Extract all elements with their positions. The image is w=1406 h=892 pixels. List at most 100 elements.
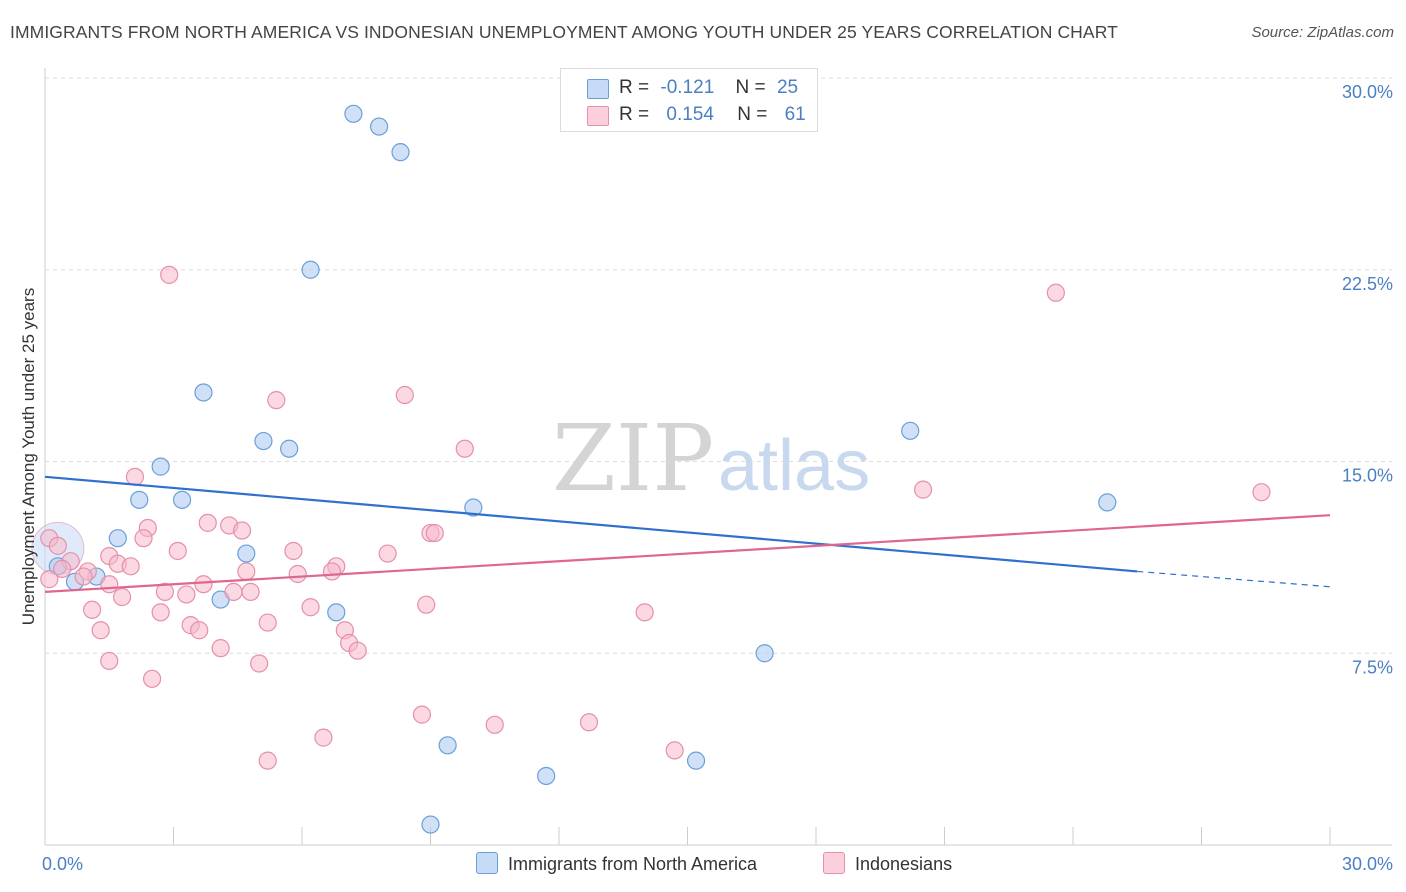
point-indonesians	[241, 582, 260, 601]
legend-n-value: 25	[776, 77, 799, 98]
point-north-america	[391, 143, 410, 162]
point-north-america	[370, 117, 389, 136]
bottom-legend-label-indonesians: Indonesians	[855, 854, 953, 874]
point-indonesians	[83, 600, 102, 619]
watermark: ZIP atlas	[552, 405, 870, 512]
point-indonesians	[91, 621, 110, 640]
point-indonesians	[1046, 283, 1065, 302]
point-indonesians	[417, 595, 436, 614]
point-indonesians	[121, 557, 140, 576]
axis-labels: 7.5% 15.0% 22.5% 30.0% 0.0% 30.0% Unemployment…	[19, 82, 1393, 874]
point-indonesians	[211, 639, 230, 658]
trend-extension-north-america	[1137, 570, 1331, 588]
y-tick-label: 30.0%	[1342, 82, 1393, 102]
point-indonesians	[258, 751, 277, 770]
point-indonesians	[194, 575, 213, 594]
legend-n-value: 61	[784, 104, 806, 125]
point-indonesians	[395, 385, 414, 405]
bottom-legend-indonesians: Indonesians	[823, 852, 952, 875]
point-north-america	[130, 490, 149, 509]
legend-r-value: 0.154	[666, 104, 714, 125]
point-north-america	[421, 815, 440, 834]
point-indonesians	[177, 585, 196, 604]
point-indonesians	[112, 587, 132, 607]
point-indonesians	[665, 741, 684, 760]
legend-swatch-indonesians	[587, 106, 609, 126]
point-indonesians	[258, 613, 277, 632]
legend-n-label: N =	[737, 104, 768, 125]
point-indonesians	[412, 705, 432, 724]
point-indonesians	[267, 391, 286, 410]
point-indonesians	[635, 603, 654, 622]
y-tick-label: 7.5%	[1352, 657, 1393, 677]
point-indonesians	[237, 562, 256, 581]
point-indonesians	[198, 513, 217, 532]
point-indonesians	[579, 713, 599, 732]
point-indonesians	[142, 669, 162, 688]
y-tick-label: 15.0%	[1342, 466, 1393, 486]
point-indonesians	[155, 582, 175, 601]
point-indonesians	[48, 536, 67, 555]
x-tick-label: 0.0%	[42, 854, 83, 874]
point-indonesians	[53, 559, 72, 578]
point-indonesians	[455, 439, 474, 458]
point-indonesians	[168, 541, 187, 561]
point-indonesians	[40, 570, 59, 589]
point-indonesians	[224, 582, 243, 601]
point-north-america	[151, 457, 170, 476]
point-indonesians	[314, 728, 333, 747]
legend-n-label: N =	[735, 77, 766, 98]
chart-source: Source: ZipAtlas.com	[1251, 24, 1394, 41]
y-axis-label: Unemployment Among Youth under 25 years	[19, 288, 38, 625]
legend-r-value: -0.121	[660, 77, 715, 98]
point-north-america	[686, 751, 706, 770]
point-north-america	[901, 421, 920, 440]
point-indonesians	[288, 564, 307, 584]
point-indonesians	[348, 641, 367, 660]
point-north-america	[464, 498, 483, 517]
bottom-legend-swatch-north-america	[476, 852, 498, 874]
point-indonesians	[250, 654, 269, 673]
chart-title: IMMIGRANTS FROM NORTH AMERICA VS INDONES…	[10, 22, 1118, 42]
point-north-america	[344, 104, 363, 123]
point-indonesians	[134, 529, 153, 548]
watermark-zip: ZIP	[552, 405, 714, 512]
trend-line-north-america	[44, 475, 1138, 573]
point-indonesians	[190, 621, 209, 640]
point-indonesians	[301, 598, 320, 617]
point-north-america	[301, 260, 320, 279]
point-indonesians	[160, 265, 179, 284]
point-indonesians	[485, 715, 504, 734]
point-north-america	[108, 529, 127, 548]
point-north-america	[1098, 493, 1117, 512]
point-north-america	[280, 439, 299, 458]
point-indonesians	[232, 521, 252, 540]
point-indonesians	[913, 480, 933, 499]
point-north-america	[438, 736, 457, 755]
bottom-legend-label-north-america: Immigrants from North America	[508, 854, 758, 874]
legend-swatch-north-america	[587, 79, 609, 99]
point-indonesians	[284, 541, 303, 561]
bottom-legend-swatch-indonesians	[823, 852, 845, 874]
point-indonesians	[378, 544, 397, 563]
point-indonesians	[125, 467, 145, 486]
point-north-america	[755, 644, 774, 663]
point-indonesians	[151, 603, 170, 622]
y-tick-label: 22.5%	[1342, 274, 1393, 294]
legend-r-label: R =	[619, 104, 650, 125]
point-north-america	[172, 490, 192, 509]
stats-legend: R = -0.121 N = 25 R = 0.154 N = 61	[560, 68, 818, 132]
point-indonesians	[100, 651, 119, 671]
point-indonesians	[1252, 483, 1271, 502]
point-north-america	[237, 544, 256, 563]
trend-lines	[44, 475, 1331, 593]
point-indonesians	[100, 575, 119, 594]
trend-line-indonesians	[44, 514, 1331, 593]
point-north-america	[254, 431, 273, 451]
point-indonesians	[425, 523, 444, 543]
point-north-america	[327, 603, 346, 622]
point-indonesians	[74, 567, 93, 586]
x-tick-label: 30.0%	[1342, 854, 1393, 874]
data-points	[31, 104, 1271, 834]
